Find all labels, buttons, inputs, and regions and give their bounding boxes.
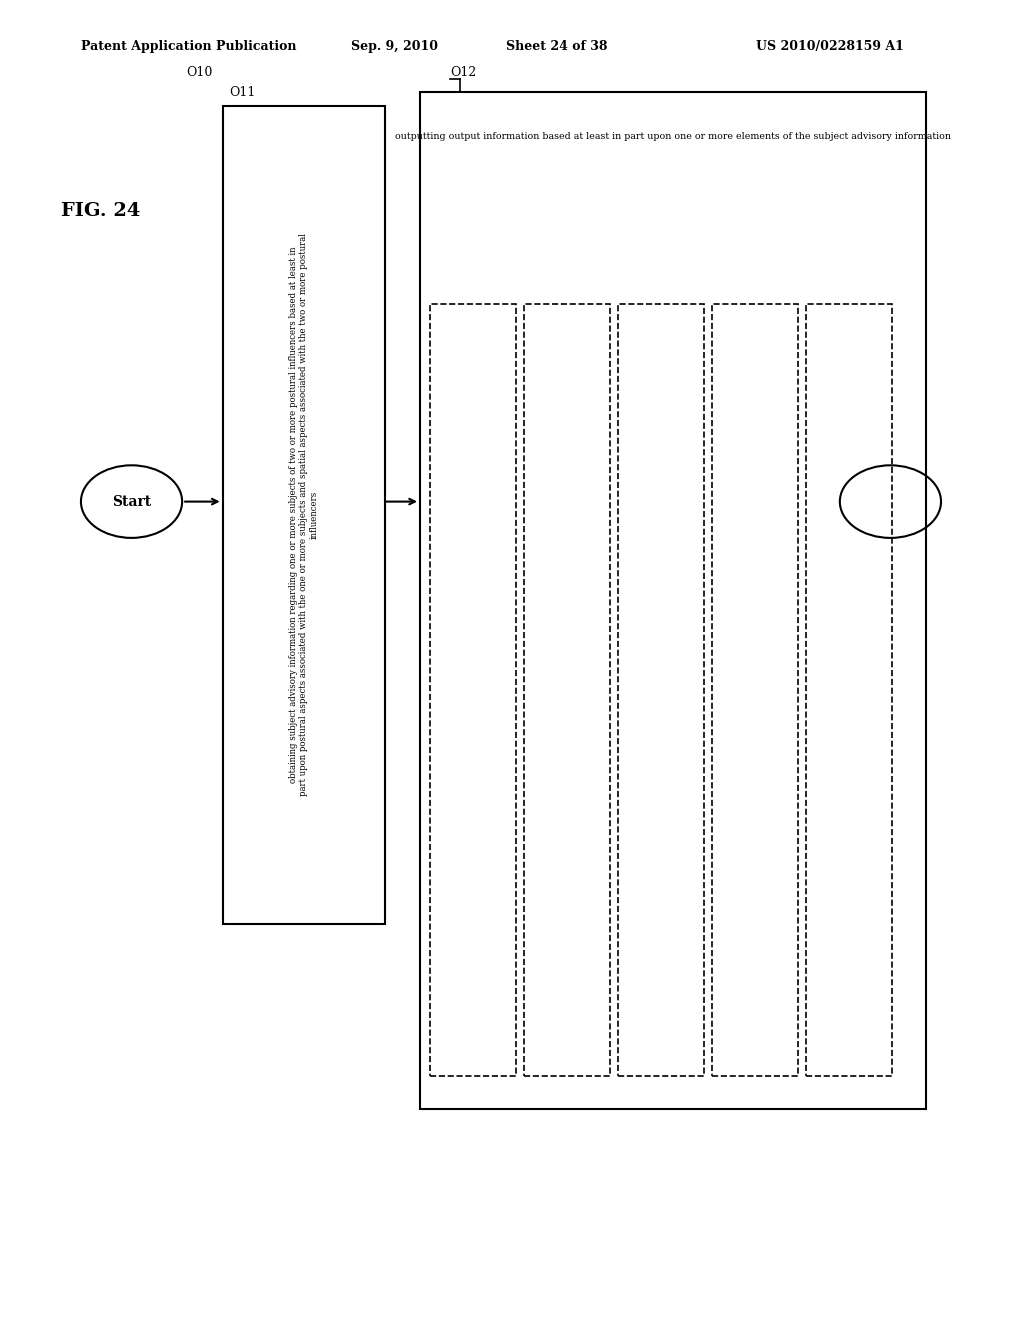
Text: Patent Application Publication: Patent Application Publication [81, 40, 297, 53]
Text: End: End [876, 495, 905, 508]
Text: outputting output information based at least in part upon one or more elements o: outputting output information based at l… [395, 132, 951, 141]
FancyBboxPatch shape [618, 304, 705, 1076]
Text: O12: O12 [451, 66, 476, 79]
FancyBboxPatch shape [524, 304, 610, 1076]
FancyBboxPatch shape [807, 304, 893, 1076]
FancyBboxPatch shape [430, 304, 516, 1076]
Text: Sheet 24 of 38: Sheet 24 of 38 [506, 40, 607, 53]
Text: O1211 outputting
one or more
elements of the
output information
as an optic
tran: O1211 outputting one or more elements of… [446, 649, 500, 730]
Text: Sep. 9, 2010: Sep. 9, 2010 [351, 40, 438, 53]
Text: US 2010/0228159 A1: US 2010/0228159 A1 [756, 40, 903, 53]
Text: O1215 outputting
one or more
elements of the
output information
as a projection : O1215 outputting one or more elements of… [813, 648, 886, 731]
Text: O1214 outputting
one or more
elements of the
output information
as a projection: O1214 outputting one or more elements of… [733, 649, 778, 730]
Text: O1213 outputting
one or more elements
of the output
information as a
transmissio: O1213 outputting one or more elements of… [630, 644, 693, 735]
Text: O11: O11 [229, 86, 256, 99]
Text: O1212 outputting
one or more
elements of the
output
information as an
infrared
t: O1212 outputting one or more elements of… [536, 652, 599, 727]
FancyBboxPatch shape [420, 92, 926, 1109]
FancyBboxPatch shape [222, 106, 384, 924]
FancyBboxPatch shape [713, 304, 799, 1076]
Text: obtaining subject advisory information regarding one or more subjects of two or : obtaining subject advisory information r… [289, 234, 318, 796]
Text: FIG. 24: FIG. 24 [61, 202, 141, 220]
Text: Start: Start [112, 495, 152, 508]
Text: O10: O10 [186, 66, 213, 79]
